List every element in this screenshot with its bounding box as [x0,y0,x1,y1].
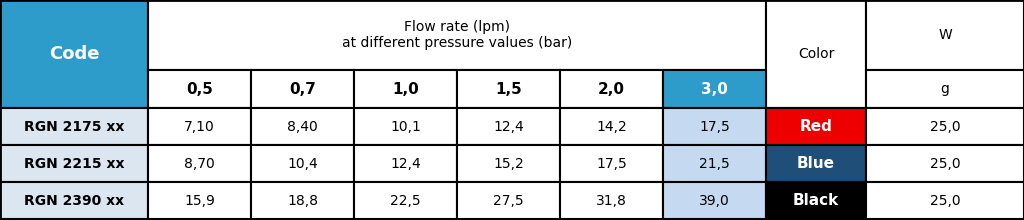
Bar [148,182,251,219]
Text: 0,7: 0,7 [289,81,316,97]
Text: g: g [941,82,949,96]
Bar [354,182,457,219]
Text: 15,9: 15,9 [184,194,215,207]
Bar [766,0,866,108]
Text: Code: Code [49,45,99,63]
Bar [560,108,663,145]
Bar [251,108,354,145]
Bar [766,182,866,219]
Bar [0,108,148,145]
Bar [251,145,354,182]
Text: 31,8: 31,8 [596,194,627,207]
Text: 10,1: 10,1 [390,119,421,134]
Text: 17,5: 17,5 [699,119,730,134]
Bar [457,145,560,182]
Bar [0,0,148,108]
Text: RGN 2215 xx: RGN 2215 xx [24,156,124,170]
Text: 12,4: 12,4 [494,119,524,134]
Bar [148,145,251,182]
Bar [766,145,866,182]
Text: 25,0: 25,0 [930,194,961,207]
Text: 14,2: 14,2 [596,119,627,134]
Text: 15,2: 15,2 [494,156,524,170]
Text: Blue: Blue [797,156,835,171]
Bar [148,70,251,108]
Text: 8,70: 8,70 [184,156,215,170]
Bar [560,70,663,108]
Text: Red: Red [800,119,833,134]
Bar [560,145,663,182]
Bar [148,108,251,145]
Bar [148,0,766,70]
Bar [663,70,766,108]
Bar [457,108,560,145]
Bar [663,108,766,145]
Text: W: W [938,28,952,42]
Bar [766,108,866,145]
Text: 12,4: 12,4 [390,156,421,170]
Bar [663,145,766,182]
Text: 1,5: 1,5 [496,81,522,97]
Bar [0,145,148,182]
Text: 27,5: 27,5 [494,194,524,207]
Text: 39,0: 39,0 [699,194,730,207]
Bar [354,70,457,108]
Bar [560,182,663,219]
Text: 10,4: 10,4 [287,156,317,170]
Text: RGN 2390 xx: RGN 2390 xx [24,194,124,207]
Text: 0,5: 0,5 [186,81,213,97]
Text: Color: Color [798,47,835,61]
Bar [354,145,457,182]
Bar [0,182,148,219]
Text: 22,5: 22,5 [390,194,421,207]
Bar [866,182,1024,219]
Text: Flow rate (lpm)
at different pressure values (bar): Flow rate (lpm) at different pressure va… [342,20,572,50]
Bar [866,145,1024,182]
Bar [866,70,1024,108]
Text: 8,40: 8,40 [287,119,317,134]
Text: RGN 2175 xx: RGN 2175 xx [24,119,124,134]
Bar [457,182,560,219]
Text: 25,0: 25,0 [930,156,961,170]
Text: 21,5: 21,5 [699,156,730,170]
Bar [251,182,354,219]
Text: 7,10: 7,10 [184,119,215,134]
Text: 18,8: 18,8 [287,194,318,207]
Text: 17,5: 17,5 [596,156,627,170]
Bar [866,0,1024,70]
Bar [866,108,1024,145]
Text: Black: Black [793,193,839,208]
Text: 25,0: 25,0 [930,119,961,134]
Text: 1,0: 1,0 [392,81,419,97]
Bar [354,108,457,145]
Bar [663,182,766,219]
Bar [251,70,354,108]
Text: 2,0: 2,0 [598,81,625,97]
Bar [457,70,560,108]
Text: 3,0: 3,0 [701,81,728,97]
